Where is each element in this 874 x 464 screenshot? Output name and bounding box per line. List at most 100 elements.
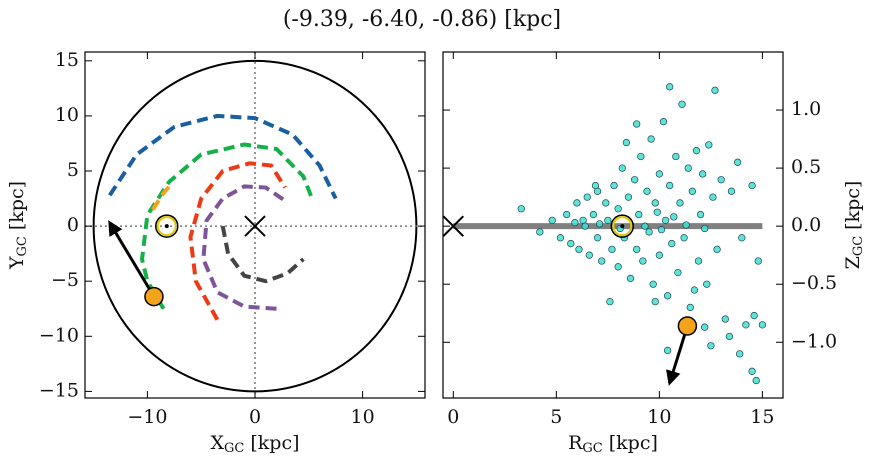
scatter-point xyxy=(692,147,701,155)
xlabel-main: X xyxy=(210,432,224,454)
x-tick-label: −10 xyxy=(127,406,167,428)
scatter-point xyxy=(736,350,744,358)
scatter-point xyxy=(645,228,653,236)
velocity-arrow xyxy=(666,325,689,386)
scatter-point xyxy=(672,152,680,161)
velocity-arrow xyxy=(108,220,156,298)
scatter-point xyxy=(581,222,589,230)
x-tick-label: 0 xyxy=(447,406,459,428)
scatter-point xyxy=(643,187,651,195)
scatter-point xyxy=(556,234,565,242)
scatter-point xyxy=(548,216,556,225)
x-tick-label: 10 xyxy=(351,406,375,428)
center-marker xyxy=(443,215,465,237)
plot-area xyxy=(443,83,767,386)
scatter-point xyxy=(618,164,626,172)
scatter-point xyxy=(758,321,767,329)
scatter-point xyxy=(690,286,699,294)
scatter-point xyxy=(666,181,674,190)
y-tick-label: 10 xyxy=(55,104,79,126)
scatter-point xyxy=(674,268,682,277)
scatter-point xyxy=(604,216,612,225)
scatter-point xyxy=(651,199,659,207)
xlabel-sub: GC xyxy=(224,441,244,456)
sun-marker xyxy=(610,214,635,238)
xlabel: RGC [kpc] xyxy=(568,432,658,456)
x-tick-label: 15 xyxy=(750,406,774,428)
y-tick-label: 0 xyxy=(67,214,79,236)
arm-line xyxy=(220,225,305,284)
scatter-point xyxy=(622,138,631,147)
scatter-point xyxy=(583,193,591,201)
sun-dot xyxy=(164,224,169,229)
scatter-point xyxy=(591,181,600,190)
scatter-point xyxy=(754,257,762,265)
scatter-point xyxy=(575,245,583,254)
scatter-point xyxy=(684,164,692,172)
scatter-point xyxy=(713,245,721,254)
scatter-point xyxy=(606,297,614,306)
sun-marker xyxy=(155,214,179,238)
scatter-point xyxy=(670,213,678,221)
scatter-point xyxy=(721,315,729,323)
scatter-point xyxy=(748,367,756,375)
scatter-point xyxy=(517,205,525,213)
scatter-point xyxy=(694,257,703,265)
scatter-point xyxy=(626,274,635,283)
y-tick-label: −0.5 xyxy=(791,272,837,294)
ylabel: ZGC [kpc] xyxy=(842,181,866,270)
scatter-point xyxy=(752,376,760,385)
sun-ring xyxy=(612,216,633,237)
y-tick-label: 0.5 xyxy=(791,156,821,178)
scatter-point xyxy=(624,193,633,201)
scatter-point xyxy=(738,234,746,242)
scatter-point xyxy=(593,234,602,242)
scatter-point xyxy=(585,251,593,259)
sun-ring xyxy=(155,214,179,238)
scatter-point xyxy=(614,205,622,213)
scatter-point xyxy=(633,245,641,254)
scatter-point xyxy=(567,239,575,248)
ylabel-unit: [kpc] xyxy=(6,181,28,230)
scatter-point xyxy=(630,176,639,184)
cross-stroke xyxy=(244,215,266,237)
scatter-point xyxy=(663,292,672,300)
scatter-point xyxy=(680,234,688,242)
scatter-point xyxy=(598,257,606,265)
sun-ring xyxy=(156,216,177,237)
scatter-point xyxy=(639,257,647,265)
scatter-point xyxy=(661,216,670,225)
scatter-point xyxy=(562,210,571,219)
scatter-point xyxy=(698,170,707,178)
scatter-point xyxy=(655,251,664,259)
arm-line xyxy=(139,142,314,310)
scatter-point xyxy=(657,225,666,234)
ylabel-main: Z xyxy=(842,256,864,269)
y-tick-label: −1.0 xyxy=(791,330,837,352)
scatter-point xyxy=(608,245,616,254)
x-tick-label: 10 xyxy=(647,406,671,428)
cross-stroke xyxy=(443,215,465,237)
y-tick-label: −10 xyxy=(39,324,79,346)
scatter-point xyxy=(696,210,705,219)
y-tick-label: 5 xyxy=(67,159,79,181)
scatter-point xyxy=(734,158,742,166)
scatter-point xyxy=(668,239,676,248)
xlabel-unit: [kpc] xyxy=(609,432,658,454)
scatter-point xyxy=(649,280,657,288)
arm-line xyxy=(188,161,287,321)
scatter-point xyxy=(717,176,725,184)
x-tick-label: 5 xyxy=(550,406,562,428)
scatter-point xyxy=(709,193,717,201)
xlabel-unit: [kpc] xyxy=(250,432,299,454)
xlabel-sub: GC xyxy=(582,441,602,456)
scatter-point xyxy=(725,332,734,341)
ylabel-unit: [kpc] xyxy=(842,181,864,230)
scatter-point xyxy=(573,199,581,207)
scatter-point xyxy=(701,323,709,331)
scatter-point xyxy=(686,303,694,312)
scatter-point xyxy=(727,187,736,195)
plot-area xyxy=(85,52,425,398)
scatter-point xyxy=(589,210,598,219)
